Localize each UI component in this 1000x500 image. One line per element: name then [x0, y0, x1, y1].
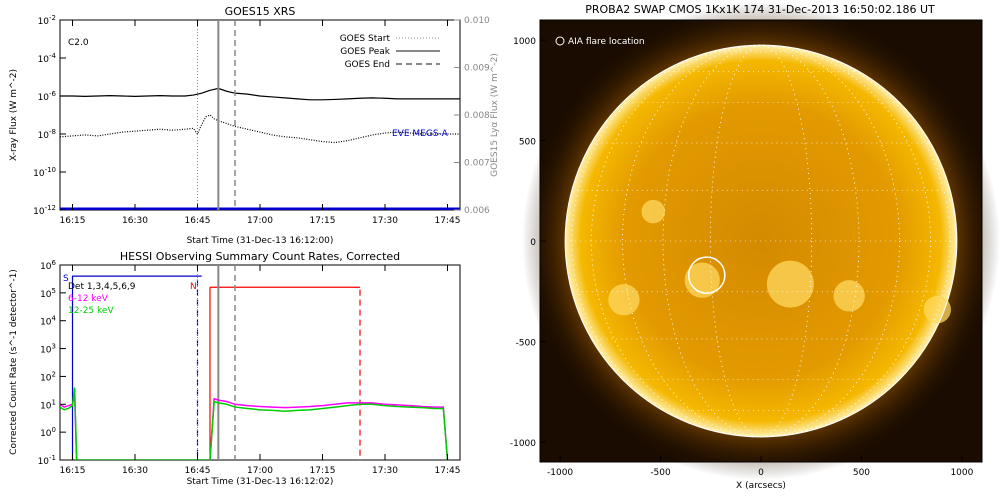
hessi-plot-frame — [59, 264, 461, 461]
hessi-y-tick-label: 106 — [40, 259, 56, 272]
swap-image — [522, 2, 1000, 480]
goes-y-ticks: 10-2 10-4 10-6 10-8 10-10 10-12 — [33, 14, 66, 217]
swap-y-tick-label: -500 — [516, 338, 537, 348]
goes-y-tick-label: 10-4 — [38, 52, 57, 65]
goes-y2-tick-label: 0.010 — [464, 16, 490, 26]
hessi-y-axis-label: Corrected Count Rate (s^-1 detector^-1) — [9, 269, 19, 455]
solar-limb — [564, 44, 958, 438]
active-region — [766, 260, 814, 308]
goes-x-tick-label: 17:00 — [247, 216, 273, 226]
goes-data — [60, 20, 460, 210]
goes-y-axis-label: X-ray Flux (W m^-2) — [9, 69, 19, 161]
goes-y2-tick-label: 0.007 — [464, 159, 490, 169]
swap-x-tick-label: -500 — [650, 468, 671, 478]
grid-longitude — [622, 44, 900, 438]
hessi-legend-low: 6-12 keV — [68, 294, 109, 304]
hessi-x-tick-label: 17:45 — [435, 466, 461, 476]
swap-x-tick-label: 500 — [853, 468, 870, 478]
swap-x-tick-label: 1000 — [950, 468, 973, 478]
goes-x-tick-label: 16:45 — [185, 216, 211, 226]
hessi-panel: HESSI Observing Summary Count Rates, Cor… — [9, 250, 461, 487]
hessi-x-ticks: 16:15 16:30 16:45 17:00 17:15 17:30 17:45 — [60, 265, 461, 476]
active-region — [833, 280, 865, 312]
goes-y2-ticks: 0.010 0.009 0.008 0.007 0.006 — [454, 16, 490, 216]
hessi-detectors: Det 1,3,4,5,6,9 — [68, 282, 136, 292]
goes-x-tick-label: 17:15 — [310, 216, 336, 226]
goes-y2-tick-label: 0.009 — [464, 64, 490, 74]
goes-y2-tick-label: 0.008 — [464, 111, 490, 121]
goes-y-tick-label: 10-12 — [33, 204, 56, 217]
swap-x-tick-label: -1000 — [547, 468, 573, 478]
hessi-data — [60, 265, 449, 460]
swap-panel: PROBA2 SWAP CMOS 1Kx1K 174 31-Dec-2013 1… — [510, 2, 1000, 491]
saa-marker: S — [63, 274, 69, 284]
active-region — [608, 284, 640, 316]
swap-y-ticks: 1000 500 0 -500 -1000 — [510, 37, 546, 449]
legend-goes-start-label: GOES Start — [340, 34, 391, 44]
swap-y-tick-label: -1000 — [510, 439, 536, 449]
hessi-y-tick-label: 100 — [40, 426, 56, 439]
legend-goes-peak-label: GOES Peak — [340, 47, 390, 57]
goes-x-axis-label: Start Time (31-Dec-13 16:12:00) — [187, 236, 334, 246]
flare-legend-icon — [555, 36, 565, 46]
hessi-y-ticks: 10-1 100 101 102 103 104 105 106 — [38, 259, 66, 467]
swap-x-tick-label: 0 — [758, 468, 764, 478]
hessi-x-tick-label: 16:30 — [122, 466, 148, 476]
active-region — [923, 295, 952, 324]
eve-label: EVE MEGS-A — [392, 129, 449, 139]
goes-legend: GOES Start GOES Peak GOES End — [340, 34, 440, 70]
flare-location-circle — [687, 256, 726, 294]
hessi-y-tick-label: 103 — [40, 343, 56, 356]
grid-longitude — [590, 44, 932, 438]
goes-plot-frame — [59, 19, 461, 211]
hessi-y-tick-label: 104 — [40, 315, 56, 328]
hessi-x-tick-label: 16:45 — [185, 466, 211, 476]
hessi-x-tick-label: 17:30 — [372, 466, 398, 476]
hessi-x-tick-label: 17:00 — [247, 466, 273, 476]
goes-y-tick-label: 10-6 — [38, 90, 57, 103]
hessi-series-line-0 — [60, 393, 449, 460]
hessi-x-axis-label: Start Time (31-Dec-13 16:12:02) — [187, 477, 334, 487]
goes-x-ticks: 16:15 16:30 16:45 17:00 17:15 17:30 17:45 — [60, 20, 461, 226]
hessi-x-tick-label: 16:15 — [60, 466, 86, 476]
goes-y-tick-label: 10-8 — [38, 128, 56, 141]
swap-y-tick-label: 0 — [530, 238, 536, 248]
swap-x-ticks: -1000 -500 0 500 1000 — [547, 456, 974, 478]
legend-goes-end-label: GOES End — [345, 60, 390, 70]
swap-x-axis-label: X (arcsecs) — [736, 481, 786, 491]
active-region — [641, 199, 666, 224]
night-marker: N — [190, 282, 197, 292]
goes-title: GOES15 XRS — [225, 5, 296, 18]
goes-y2-axis-label: GOES15 Lyα Flux (W m^-2) — [490, 53, 500, 177]
goes-x-tick-label: 17:30 — [372, 216, 398, 226]
hessi-x-tick-label: 17:15 — [310, 466, 336, 476]
hessi-y-tick-label: 101 — [40, 398, 56, 411]
goes-y-tick-label: 10-10 — [33, 166, 56, 179]
grid-longitude — [662, 44, 860, 438]
goes-y2-tick-label: 0.006 — [464, 206, 490, 216]
hessi-y-tick-label: 102 — [40, 370, 56, 383]
saa-interval-line — [71, 275, 202, 460]
goes-series-line-1 — [60, 114, 460, 144]
goes-series-line-0 — [60, 87, 460, 101]
hessi-y-tick-label: 10-1 — [38, 454, 56, 467]
goes-y-tick-label: 10-2 — [38, 14, 56, 27]
active-region — [684, 262, 720, 298]
hessi-series-line-1 — [60, 387, 449, 460]
goes-panel: GOES15 XRS 10-2 10-4 10-6 10-8 10-10 10-12 0.… — [9, 5, 500, 246]
swap-y-tick-label: 500 — [519, 138, 536, 148]
swap-y-tick-label: 1000 — [513, 37, 536, 47]
hessi-legend-high: 12-25 keV — [68, 306, 114, 316]
goes-x-tick-label: 17:45 — [435, 216, 461, 226]
hessi-title: HESSI Observing Summary Count Rates, Cor… — [120, 250, 400, 263]
hessi-y-tick-label: 105 — [40, 287, 56, 300]
goes-flare-class: C2.0 — [68, 38, 89, 48]
goes-x-tick-label: 16:15 — [60, 216, 86, 226]
goes-x-tick-label: 16:30 — [122, 216, 148, 226]
flare-legend-label: AIA flare location — [568, 37, 645, 47]
